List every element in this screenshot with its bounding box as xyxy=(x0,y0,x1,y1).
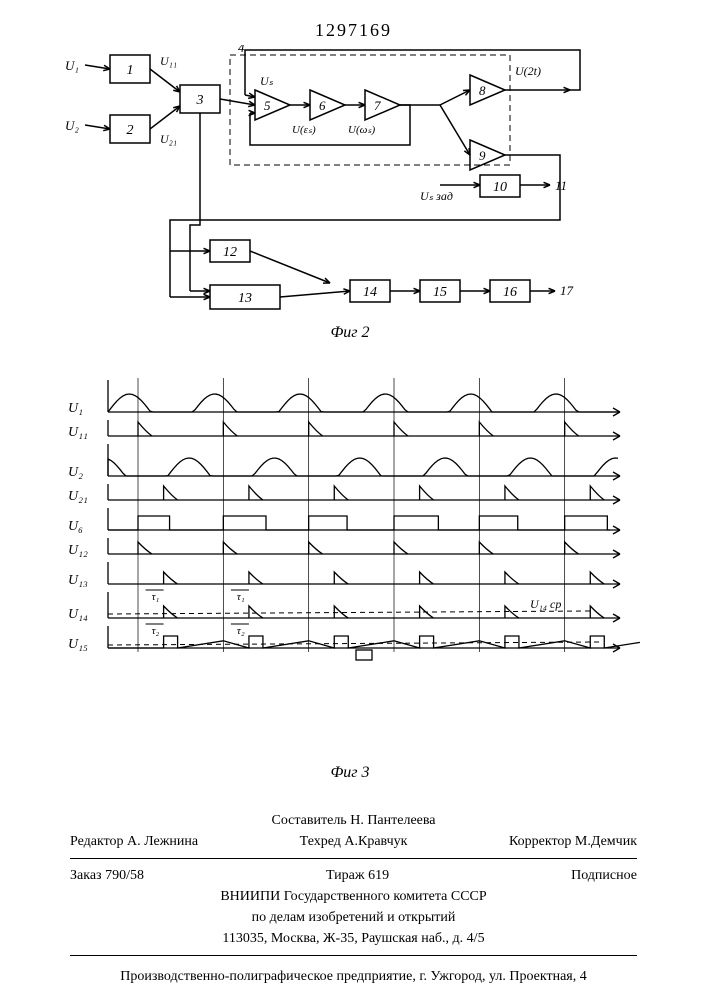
svg-text:14: 14 xyxy=(363,285,377,300)
tech-name: А.Кравчук xyxy=(344,834,407,849)
svg-text:Uₛ зад: Uₛ зад xyxy=(420,189,453,203)
fig2-caption: Фиг 2 xyxy=(60,324,640,342)
svg-text:τ₂: τ₂ xyxy=(152,625,160,637)
svg-text:U₁₁: U₁₁ xyxy=(68,425,88,440)
org-line-2: по делам изобретений и открытий xyxy=(70,907,637,928)
svg-text:10: 10 xyxy=(493,180,507,195)
editor-name: А. Лежнина xyxy=(127,834,198,849)
tech-label: Техред xyxy=(300,834,341,849)
address: 113035, Москва, Ж-35, Раушская наб., д. … xyxy=(70,928,637,949)
svg-text:U₁: U₁ xyxy=(68,401,83,416)
svg-text:U₂₁: U₂₁ xyxy=(160,132,177,146)
figure-3: U₁ U₁₁ U₂ U₂₁ U₆ U₁₂ U₁₃ τ₁ τ₁ U₁₄ τ₂ τ₂ U₁₄ ср U₁₅ Ф… xyxy=(60,360,640,780)
compiler-label: Составитель xyxy=(271,813,346,828)
order-value: 790/58 xyxy=(105,868,144,883)
divider xyxy=(70,858,637,859)
patent-number: 1297169 xyxy=(0,20,707,41)
svg-text:U₂: U₂ xyxy=(65,118,79,133)
svg-text:1: 1 xyxy=(127,63,134,78)
timing-diagram-svg: U₁ U₁₁ U₂ U₂₁ U₆ U₁₂ U₁₃ τ₁ τ₁ U₁₄ τ₂ τ₂ U₁₄ ср U₁₅ xyxy=(60,360,640,755)
order-label: Заказ xyxy=(70,868,102,883)
svg-text:U₂₁: U₂₁ xyxy=(68,489,88,504)
tirazh-label: Тираж xyxy=(326,868,365,883)
tirazh-value: 619 xyxy=(368,868,389,883)
svg-text:τ₂: τ₂ xyxy=(237,625,245,637)
svg-text:2: 2 xyxy=(127,123,134,138)
svg-text:U(2t): U(2t) xyxy=(515,64,541,78)
figure-2: 123101213141516456789U₁U₂U₁₁U₂₁UₛU(εₛ)U(… xyxy=(60,45,640,335)
svg-text:4: 4 xyxy=(238,45,245,55)
svg-text:6: 6 xyxy=(319,98,326,113)
corr-name: М.Демчик xyxy=(575,834,637,849)
compiler-name: Н. Пантелеева xyxy=(350,813,435,828)
svg-text:15: 15 xyxy=(433,285,447,300)
svg-text:3: 3 xyxy=(196,93,204,108)
svg-text:U(εₛ): U(εₛ) xyxy=(292,124,316,136)
block-diagram-svg: 123101213141516456789U₁U₂U₁₁U₂₁UₛU(εₛ)U(… xyxy=(60,45,640,315)
editor-label: Редактор xyxy=(70,834,124,849)
svg-text:U(ωₛ): U(ωₛ) xyxy=(348,124,375,136)
svg-text:Uₛ: Uₛ xyxy=(260,74,274,88)
svg-text:U₆: U₆ xyxy=(68,519,83,534)
subscription-label: Подписное xyxy=(571,865,637,886)
svg-text:16: 16 xyxy=(503,285,517,300)
fig3-caption: Фиг 3 xyxy=(60,764,640,782)
svg-text:17: 17 xyxy=(560,283,574,298)
svg-text:U₁₂: U₁₂ xyxy=(68,543,88,558)
svg-text:τ₁: τ₁ xyxy=(237,591,245,603)
svg-text:9: 9 xyxy=(479,148,486,163)
svg-text:U₁₄ ср: U₁₄ ср xyxy=(530,597,561,611)
svg-text:U₁₃: U₁₃ xyxy=(68,573,88,588)
svg-text:U₂: U₂ xyxy=(68,465,83,480)
svg-text:U₁₅: U₁₅ xyxy=(68,637,88,652)
footer: Производственно-полиграфическое предприя… xyxy=(70,969,637,985)
page: 1297169 123101213141516456789U₁U₂U₁₁U₂₁U… xyxy=(0,0,707,1000)
svg-text:U₁: U₁ xyxy=(65,58,79,73)
svg-text:5: 5 xyxy=(264,98,271,113)
corr-label: Корректор xyxy=(509,834,571,849)
svg-text:11: 11 xyxy=(555,178,567,193)
divider xyxy=(70,955,637,956)
credits-block: Составитель Н. Пантелеева Редактор А. Ле… xyxy=(70,810,637,962)
svg-text:13: 13 xyxy=(238,291,252,306)
svg-text:U₁₄: U₁₄ xyxy=(68,607,88,622)
svg-text:12: 12 xyxy=(223,245,237,260)
svg-text:τ₁: τ₁ xyxy=(152,591,160,603)
svg-text:U₁₁: U₁₁ xyxy=(160,54,177,68)
svg-text:8: 8 xyxy=(479,83,486,98)
org-line-1: ВНИИПИ Государственного комитета СССР xyxy=(70,886,637,907)
svg-text:7: 7 xyxy=(374,98,381,113)
